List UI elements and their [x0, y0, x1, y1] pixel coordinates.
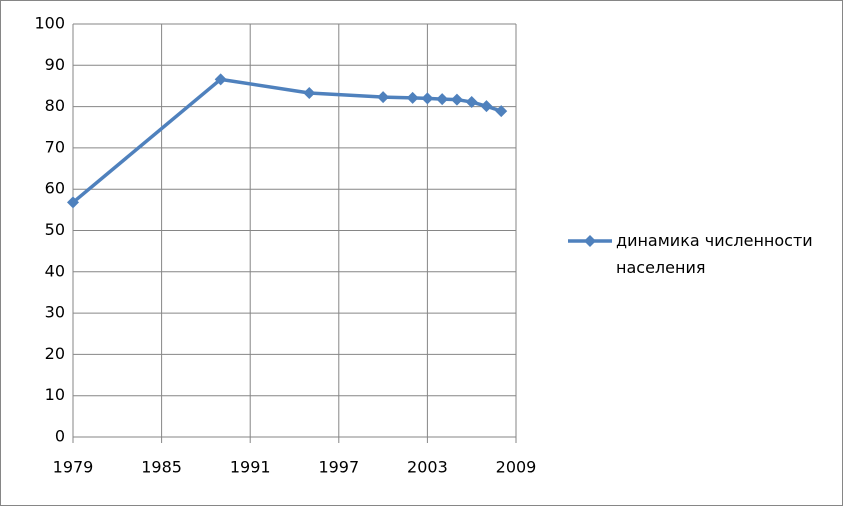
y-tick-label: 40: [45, 261, 65, 280]
y-tick-label: 10: [45, 385, 65, 404]
legend-marker: [584, 235, 596, 247]
y-tick-label: 80: [45, 96, 65, 115]
y-tick-label: 50: [45, 220, 65, 239]
marker: [214, 73, 227, 86]
y-tick-label: 90: [45, 55, 65, 74]
marker: [303, 86, 316, 99]
legend-label: динамика численности населения: [616, 231, 813, 277]
x-tick-label: 1979: [53, 458, 94, 477]
x-tick-label: 1991: [230, 458, 271, 477]
marker: [436, 93, 449, 106]
marker: [377, 91, 390, 104]
marker: [450, 93, 463, 106]
x-tick-label: 1997: [318, 458, 359, 477]
marker: [480, 100, 493, 113]
y-tick-label: 20: [45, 344, 65, 363]
marker: [465, 96, 478, 109]
y-tick-label: 60: [45, 179, 65, 198]
x-tick-label: 2009: [496, 458, 537, 477]
y-tick-label: 0: [55, 427, 65, 446]
x-tick-label: 1985: [141, 458, 182, 477]
marker: [421, 92, 434, 105]
marker: [406, 91, 419, 104]
y-tick-label: 70: [45, 137, 65, 156]
x-tick-label: 2003: [407, 458, 448, 477]
marker: [495, 105, 508, 118]
y-tick-label: 100: [34, 14, 65, 33]
y-tick-label: 30: [45, 303, 65, 322]
marker: [67, 196, 79, 209]
